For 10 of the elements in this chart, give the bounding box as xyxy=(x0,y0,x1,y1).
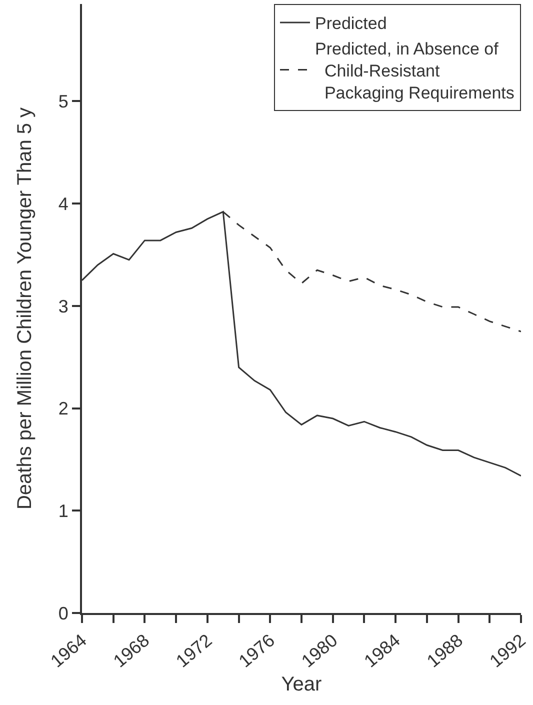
x-axis-title: Year xyxy=(281,673,322,696)
y-tick-label: 3 xyxy=(58,296,68,316)
y-tick-label: 2 xyxy=(58,398,68,419)
y-tick-label: 0 xyxy=(58,603,68,624)
y-tick-label: 5 xyxy=(58,92,68,112)
y-tick-label: 1 xyxy=(58,500,68,521)
legend-label: Predicted, in Absence of Child-Resistant Packaging Requirements xyxy=(315,39,514,102)
y-tick-label: 4 xyxy=(58,194,68,214)
legend-label: Predicted xyxy=(315,14,387,34)
y-axis-title: Deaths per Million Children Younger Than 5 y xyxy=(14,107,36,510)
